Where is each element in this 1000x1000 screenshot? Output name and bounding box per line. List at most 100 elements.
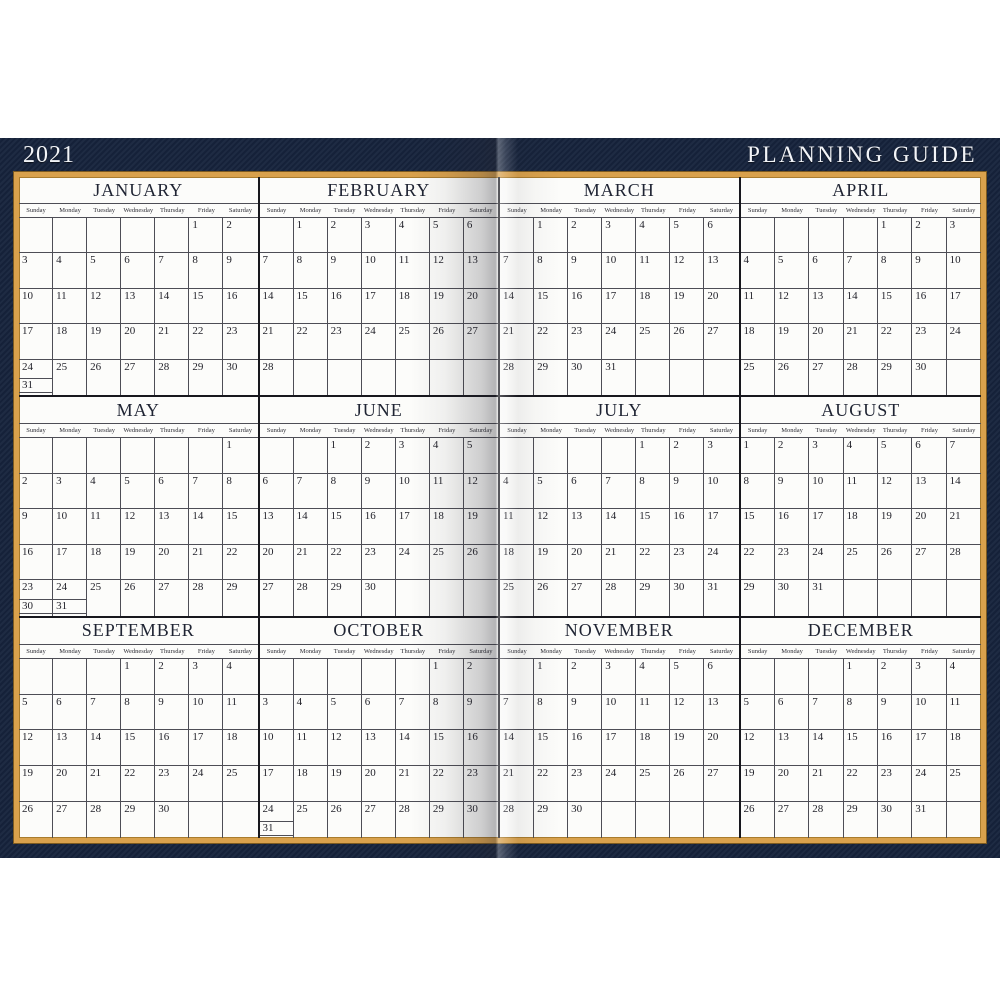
- date-number: 12: [743, 731, 755, 744]
- date-number: 11: [503, 510, 514, 523]
- day-cell: 14: [500, 730, 535, 767]
- month-july: JULY Sunday Monday Tuesday Wednesday Thursda…: [500, 397, 741, 618]
- day-cell: 22: [843, 766, 878, 803]
- date-number: 21: [503, 325, 514, 338]
- date-number: 9: [777, 474, 784, 487]
- day-cell: 25: [636, 766, 671, 803]
- date-number: 7: [846, 254, 853, 267]
- date-number: 14: [503, 731, 514, 744]
- day-cell: 15: [189, 288, 224, 325]
- day-cell: 11: [87, 509, 122, 545]
- overflow-date-cell: 30: [19, 598, 53, 614]
- day-cell: 30: [362, 580, 396, 616]
- month-title: APRIL: [832, 179, 890, 200]
- date-number: 16: [571, 731, 583, 744]
- day-cell: 24: [602, 766, 637, 803]
- date-number: 10: [915, 695, 927, 708]
- day-cell: 5: [670, 218, 705, 254]
- weekday-label: Monday: [781, 427, 803, 435]
- date-number: 25: [503, 581, 514, 594]
- day-cell: 12: [670, 694, 705, 731]
- month-title: FEBRUARY: [327, 179, 431, 200]
- month-april: APRIL Sunday Monday Tuesday Wednesday Thursd…: [740, 177, 981, 398]
- day-cell: 2: [223, 218, 258, 254]
- date-number: 2: [466, 659, 473, 672]
- weekday-label: Sunday: [266, 427, 287, 435]
- date-number: 16: [880, 731, 892, 744]
- date-number: 13: [707, 695, 719, 708]
- date-number: 15: [880, 289, 892, 302]
- date-number: 9: [364, 474, 371, 487]
- day-cell: 14: [293, 509, 328, 545]
- date-number: 11: [949, 695, 961, 708]
- date-number: 14: [192, 510, 204, 523]
- date-number: 17: [192, 731, 204, 744]
- date-number: 30: [466, 803, 478, 816]
- day-cell: 14: [189, 509, 224, 545]
- day-cell: 22: [293, 324, 328, 360]
- day-cell: 9: [912, 253, 947, 289]
- date-number: 23: [226, 325, 238, 338]
- day-cell: 31: [809, 580, 844, 616]
- day-cell: [87, 658, 122, 695]
- date-number: 18: [949, 731, 961, 744]
- day-cell: 25: [395, 324, 430, 360]
- day-cell: [293, 438, 328, 474]
- day-cell: 13: [704, 695, 739, 731]
- day-cell: 16: [912, 288, 947, 325]
- day-cell: 5: [121, 473, 156, 510]
- date-number: 31: [915, 803, 927, 816]
- day-cell: [121, 438, 156, 474]
- date-number: 6: [124, 254, 130, 267]
- day-cell: 6: [774, 694, 810, 731]
- date-number: 28: [296, 581, 308, 594]
- date-number: 5: [22, 695, 28, 708]
- day-cell: [740, 658, 775, 695]
- date-number: 8: [432, 695, 439, 708]
- date-number: 24: [949, 325, 961, 338]
- day-cell: 26: [87, 359, 122, 396]
- date-number: 7: [949, 439, 956, 452]
- day-cell: 2: [877, 658, 913, 695]
- date-number: 29: [537, 360, 549, 373]
- day-cell: [947, 360, 981, 395]
- date-number: 4: [90, 474, 96, 487]
- date-number: 14: [398, 731, 410, 744]
- day-cell: 27: [704, 324, 739, 360]
- day-cell: 9: [463, 695, 498, 731]
- planner-poster: 2021 PLANNING GUIDE JANUARY Sunday Monday…: [0, 138, 1000, 858]
- day-cell: 16: [877, 730, 913, 767]
- date-number: 8: [880, 254, 887, 267]
- date-number: 12: [673, 695, 685, 708]
- day-cell: 15: [293, 288, 328, 325]
- day-cell: 30: [223, 360, 257, 395]
- weekday-label: Thursday: [160, 427, 185, 435]
- date-number: 18: [846, 510, 858, 523]
- date-number: 18: [398, 289, 410, 302]
- date-number: 20: [571, 545, 583, 558]
- date-number: 8: [226, 474, 232, 487]
- day-cell: 15: [843, 730, 878, 767]
- date-number: 22: [296, 325, 308, 338]
- day-cell: 2: [568, 658, 603, 695]
- day-cell: 21: [500, 324, 535, 360]
- date-number: 22: [639, 545, 651, 558]
- date-number: 25: [949, 767, 961, 780]
- date-number: 21: [949, 510, 961, 523]
- day-cell: 16: [361, 509, 396, 545]
- date-number: 24: [707, 545, 719, 558]
- day-cell: [361, 658, 396, 695]
- date-number: 25: [743, 360, 755, 373]
- day-cell: 1: [534, 658, 569, 695]
- weekday-label: Monday: [299, 427, 322, 435]
- day-cell: 20: [259, 544, 294, 581]
- date-number: 17: [364, 289, 376, 302]
- date-number: 14: [949, 474, 961, 487]
- day-cell: 19: [19, 766, 54, 803]
- day-cell: 9: [877, 694, 913, 731]
- day-cell: 30: [464, 802, 498, 838]
- day-cell: [740, 218, 775, 254]
- day-cell: 17: [602, 288, 637, 325]
- month-title: NOVEMBER: [564, 620, 674, 641]
- date-number: 30: [777, 581, 789, 594]
